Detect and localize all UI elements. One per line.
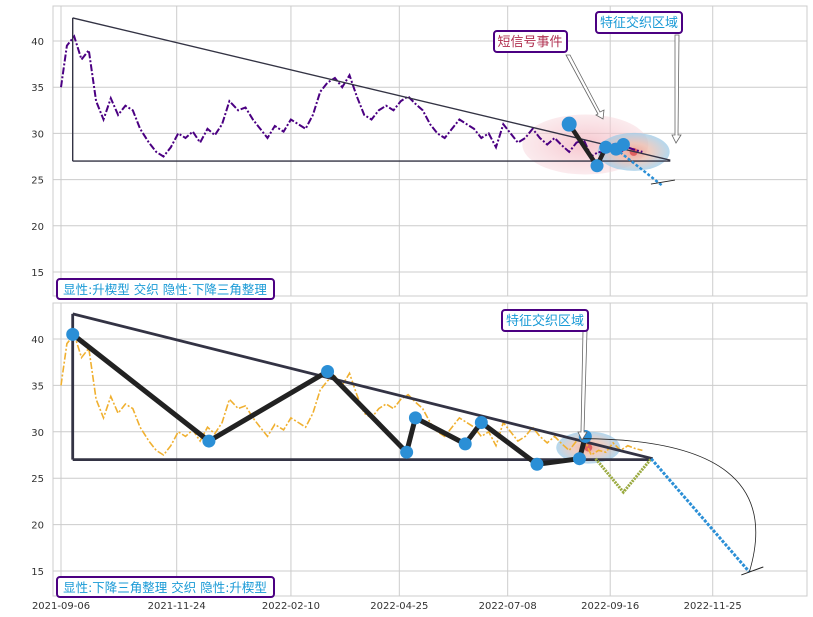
pattern-point <box>474 416 488 430</box>
top-caption: 显性:升楔型 交织 隐性:下降三角整理 <box>56 278 275 300</box>
y-tick-label: 20 <box>31 521 44 532</box>
bottom-caption: 显性:下降三角整理 交织 隐性:升楔型 <box>56 576 275 598</box>
top-price-line <box>60 34 643 158</box>
top-y-axis: 15 20 25 30 35 40 <box>31 37 44 279</box>
feature-label: 特征交织区域 <box>600 15 678 31</box>
bottom-x-axis: 2021-09-06 2021-11-24 2022-02-10 2022-04-25… <box>32 601 742 612</box>
top-pattern-lines <box>71 17 671 162</box>
pattern-line <box>72 312 654 461</box>
top-caption-text: 显性:升楔型 交织 隐性:下降三角整理 <box>63 282 267 297</box>
feature-annotation: 特征交织区域 <box>595 11 683 144</box>
projection-arc <box>581 438 757 573</box>
projection-end-cap <box>650 179 676 185</box>
y-tick-label: 35 <box>31 83 44 94</box>
projection-end-cap <box>741 566 764 576</box>
pattern-point <box>616 137 630 151</box>
bottom-panel: 15 20 25 30 35 40 2021-09-06 2021-11-24 2022-02… <box>31 302 808 612</box>
bottom-feature-annotation: 特征交织区域 <box>501 309 589 441</box>
x-tick-label: 2022-07-08 <box>479 601 537 612</box>
top-panel: 15 20 25 30 35 40 短信号事件 特征交织区域 显性:升楔型 交织 隐性:下… <box>31 5 808 300</box>
bottom-feature-label-box <box>501 309 589 332</box>
bottom-pattern-marks <box>66 327 764 576</box>
y-tick-label: 15 <box>31 268 44 279</box>
pattern-line <box>72 17 671 161</box>
y-tick-label: 15 <box>31 567 44 578</box>
top-caption-box <box>56 278 275 300</box>
pattern-point <box>572 452 586 466</box>
bottom-feature-arrow <box>577 330 588 441</box>
projection-down-line <box>650 457 751 573</box>
event-annotation: 短信号事件 <box>493 30 605 120</box>
event-label-box <box>493 30 568 53</box>
pattern-path <box>71 332 588 467</box>
x-tick-label: 2022-02-10 <box>262 601 320 612</box>
pattern-point <box>458 437 472 451</box>
pattern-point <box>202 434 216 448</box>
y-tick-label: 30 <box>31 129 44 140</box>
y-tick-label: 35 <box>31 381 44 392</box>
event-label: 短信号事件 <box>497 35 562 50</box>
top-grid <box>53 6 807 296</box>
bottom-plot-area <box>52 302 808 597</box>
x-tick-label: 2021-11-24 <box>148 601 206 612</box>
x-tick-label: 2022-04-25 <box>370 601 428 612</box>
bottom-grid <box>53 303 807 596</box>
top-plot-area <box>52 5 808 297</box>
feature-label-box <box>595 11 683 34</box>
y-tick-label: 30 <box>31 428 44 439</box>
pattern-point <box>408 411 422 425</box>
x-tick-label: 2021-09-06 <box>32 601 90 612</box>
top-pattern-marks <box>561 116 676 188</box>
pattern-point <box>400 445 414 459</box>
bottom-caption-box <box>56 576 275 598</box>
y-tick-label: 25 <box>31 176 44 187</box>
x-tick-label: 2022-11-25 <box>684 601 742 612</box>
pattern-point <box>561 116 577 132</box>
event-arrow <box>565 54 605 120</box>
pattern-point <box>66 327 80 341</box>
x-tick-label: 2022-09-16 <box>581 601 639 612</box>
feature-arrow <box>671 34 682 144</box>
y-tick-label: 25 <box>31 474 44 485</box>
projection-up-line <box>594 457 653 495</box>
bottom-feature-label: 特征交织区域 <box>506 313 584 329</box>
y-tick-label: 40 <box>31 37 44 48</box>
pattern-point <box>590 159 604 173</box>
bottom-caption-text: 显性:下降三角整理 交织 隐性:升楔型 <box>63 580 267 595</box>
pattern-point <box>530 457 544 471</box>
y-tick-label: 40 <box>31 335 44 346</box>
y-tick-label: 20 <box>31 222 44 233</box>
bottom-y-axis: 15 20 25 30 35 40 <box>31 335 44 578</box>
pattern-point <box>321 364 335 378</box>
pattern-point <box>599 140 613 154</box>
